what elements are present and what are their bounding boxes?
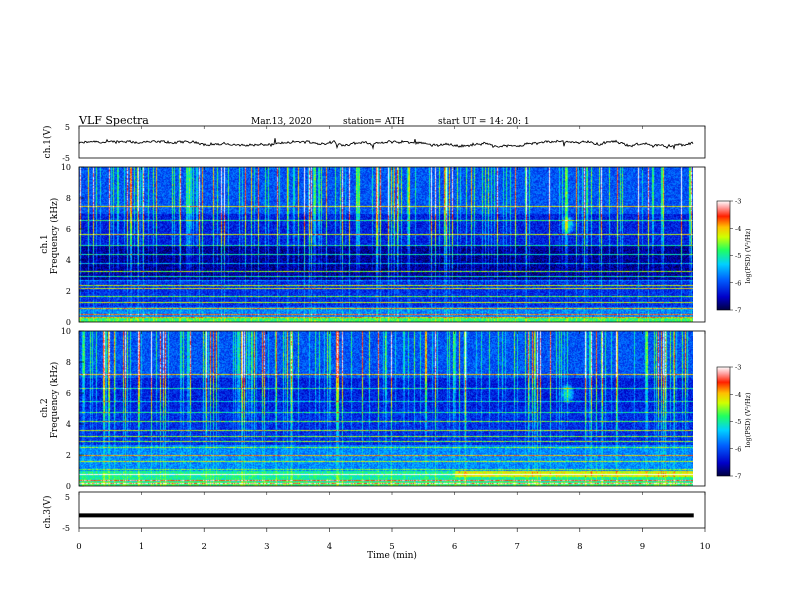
ch1-ytick-top: 5	[65, 123, 70, 132]
ch1-colorbar-tick--7: -7	[735, 307, 741, 315]
ch3-ylabel: ch.3(V)	[42, 496, 53, 529]
ch1-ylabel: ch.1(V)	[42, 126, 53, 159]
ch1-colorbar-label: log(PSD) (V²/Hz)	[744, 228, 752, 283]
ch2-colorbar-tick--7: -7	[735, 473, 741, 481]
x-tick-6: 6	[452, 542, 457, 552]
ch2-spec-ytick-6: 6	[66, 389, 71, 398]
ch1-waveform-frame	[78, 125, 706, 159]
ch2-colorbar-tick--5: -5	[735, 418, 741, 426]
x-tick-3: 3	[264, 542, 269, 552]
ch1-spec-ytick-10: 10	[61, 163, 71, 172]
ch3-waveform-panel: 5 -5 ch.3(V)	[42, 491, 706, 533]
ch1-colorbar: -3 -4 -5 -6 -7 log(PSD) (V²/Hz)	[716, 198, 752, 315]
time-axis: 0 1 2 3 4 5 6 7 8 9 10	[76, 126, 710, 552]
x-tick-10: 10	[700, 542, 711, 552]
ch1-waveform-line	[78, 138, 694, 151]
x-tick-9: 9	[640, 542, 645, 552]
ch2-colorbar-label: log(PSD) (V²/Hz)	[744, 392, 752, 447]
ch2-colorbar-tick--6: -6	[735, 445, 741, 453]
ch2-spec-ytick-0: 0	[66, 482, 71, 491]
x-tick-5: 5	[389, 542, 394, 552]
ch1-waveform-panel: 5 -5 ch.1(V)	[42, 123, 706, 163]
ch1-spectrogram-image	[79, 167, 693, 322]
ch2-colorbar: -3 -4 -5 -6 -7 log(PSD) (V²/Hz)	[716, 364, 752, 481]
ch1-colorbar-tick--6: -6	[735, 279, 741, 287]
figure-title: VLF Spectra	[78, 114, 149, 127]
x-tick-7: 7	[514, 542, 519, 552]
ch1-spec-ytick-6: 6	[66, 225, 71, 234]
station-label: station= ATH	[343, 117, 405, 127]
ch1-spec-ytick-8: 8	[66, 194, 71, 203]
x-tick-2: 2	[201, 542, 206, 552]
ch2-colorbar-gradient	[716, 366, 731, 477]
ch1-spec-ylabel-freq: Frequency (kHz)	[49, 198, 60, 275]
x-tick-1: 1	[139, 542, 144, 552]
ch1-colorbar-gradient	[716, 200, 731, 311]
x-tick-0: 0	[76, 542, 81, 552]
x-axis-label: Time (min)	[367, 550, 417, 561]
ch1-colorbar-tick--4: -4	[735, 225, 741, 233]
ch2-spec-ytick-8: 8	[66, 358, 71, 367]
ch1-ytick-bottom: -5	[62, 154, 70, 163]
ch1-spec-ylabel-ch: ch.1	[40, 234, 50, 253]
ch3-ytick-bottom: -5	[62, 524, 70, 533]
ch2-spec-ylabel-freq: Frequency (kHz)	[49, 362, 60, 439]
ch2-spec-ytick-4: 4	[66, 420, 71, 429]
ch1-spec-ytick-0: 0	[66, 318, 71, 327]
x-tick-8: 8	[577, 542, 582, 552]
ch2-spec-ylabel-ch: ch.2	[40, 398, 50, 417]
x-tick-4: 4	[327, 542, 332, 552]
ch1-colorbar-tick--5: -5	[735, 252, 741, 260]
ch2-colorbar-tick--3: -3	[735, 364, 741, 372]
ch2-spectrogram-panel: 0 2 4 6 8 10 ch.2 Frequency (kHz)	[40, 327, 706, 491]
ch2-spectrogram-image	[79, 331, 693, 486]
date-label: Mar.13, 2020	[251, 117, 312, 127]
ch3-ytick-top: 5	[65, 493, 70, 502]
ch1-spec-ytick-2: 2	[66, 287, 71, 296]
ch2-colorbar-tick--4: -4	[735, 391, 741, 399]
ch1-spectrogram-panel: 0 2 4 6 8 10 ch.1 Frequency (kHz)	[40, 163, 706, 327]
ch3-waveform-frame	[78, 491, 706, 529]
ch1-colorbar-tick--3: -3	[735, 198, 741, 206]
ch2-spec-ytick-10: 10	[61, 327, 71, 336]
ch2-spec-ytick-2: 2	[66, 451, 71, 460]
start-ut-label: start UT = 14: 20: 1	[438, 117, 530, 127]
ch1-spec-ytick-4: 4	[66, 256, 71, 265]
